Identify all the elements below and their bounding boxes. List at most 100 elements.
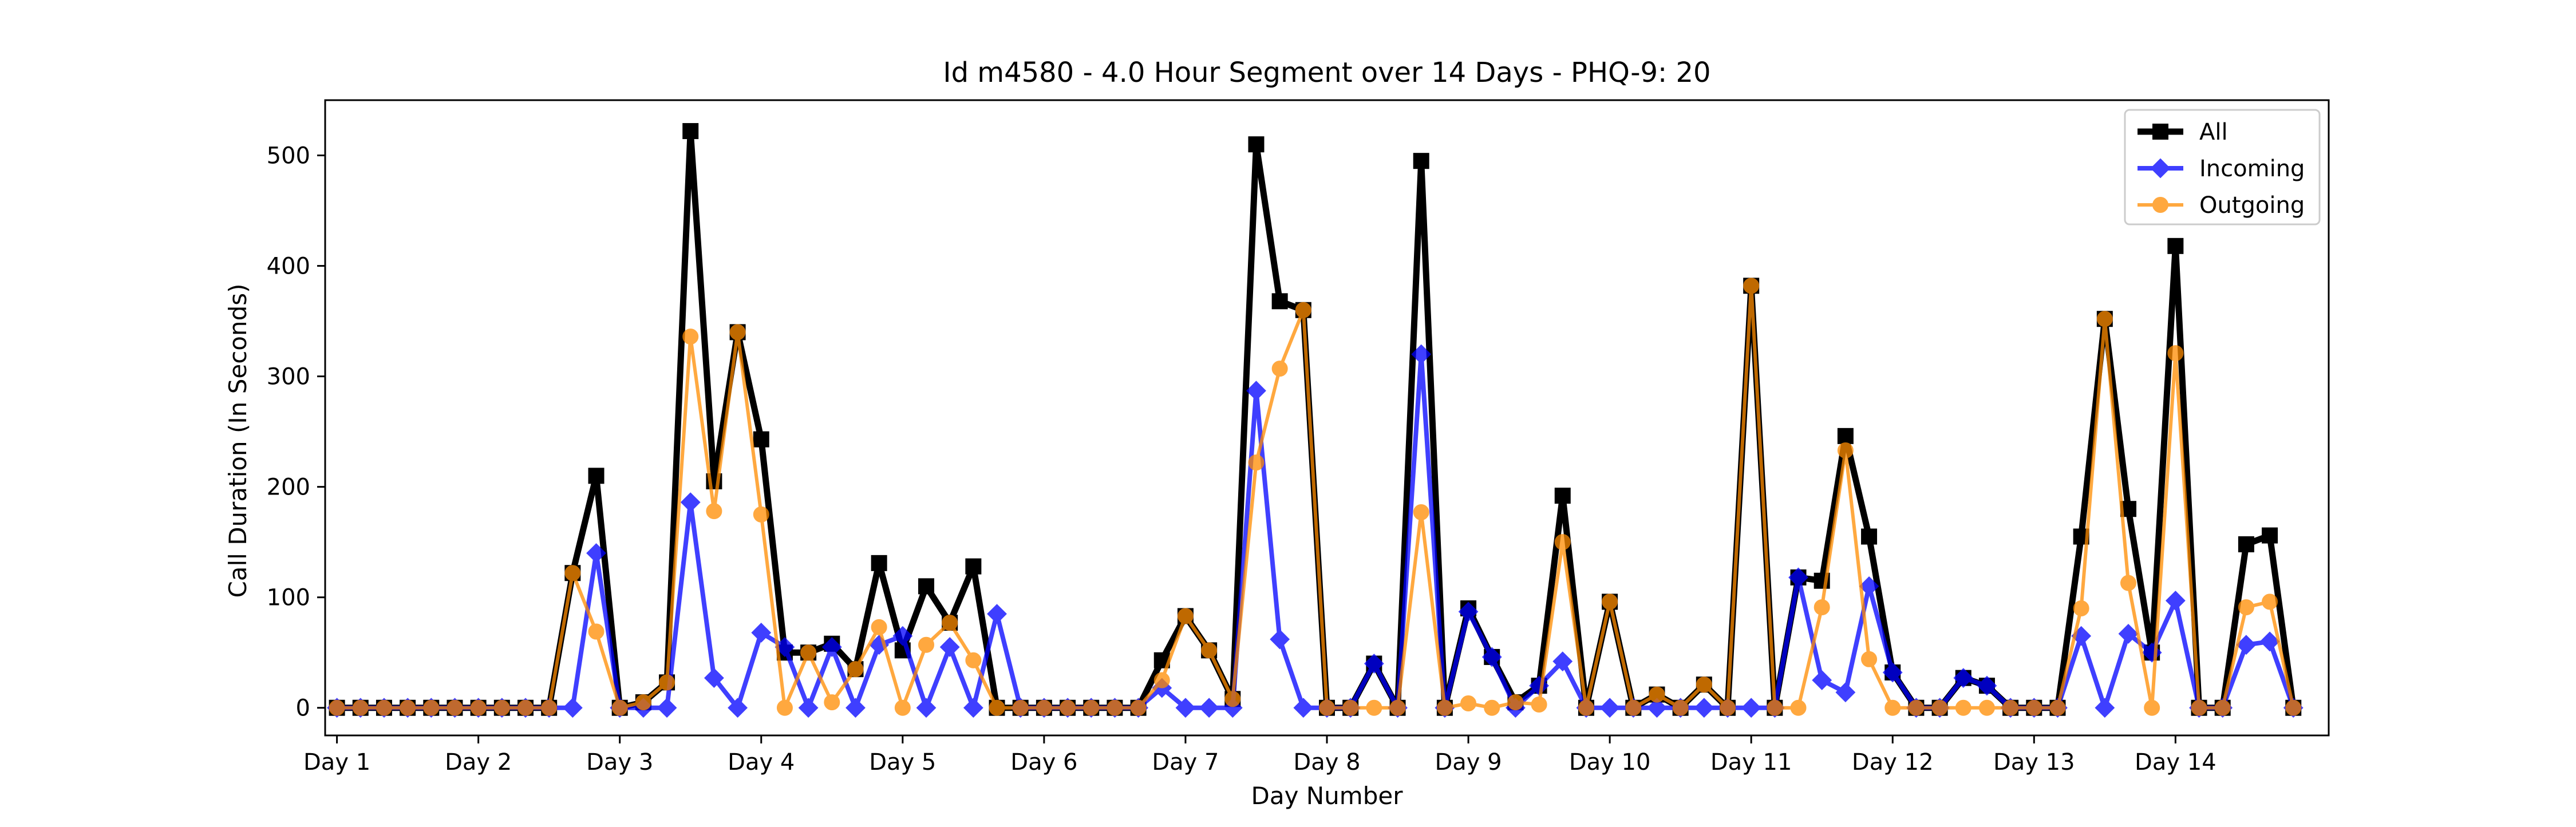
data-point-all <box>2262 527 2278 544</box>
data-point-outgoing <box>2285 699 2302 716</box>
data-point-incoming <box>1647 698 1667 718</box>
data-point-incoming <box>1175 698 1196 718</box>
x-tick-label: Day 13 <box>1993 749 2075 775</box>
data-point-outgoing <box>1696 676 1712 693</box>
data-point-outgoing <box>1484 699 1500 716</box>
data-point-outgoing <box>1507 694 1524 711</box>
data-point-incoming <box>1599 698 1620 718</box>
data-point-outgoing <box>1861 651 1878 667</box>
data-point-outgoing <box>1931 699 1948 716</box>
data-point-outgoing <box>400 699 416 716</box>
x-tick-label: Day 7 <box>1152 749 1219 775</box>
data-point-outgoing <box>1578 699 1594 716</box>
data-point-outgoing <box>989 699 1005 716</box>
data-point-outgoing <box>965 652 982 668</box>
x-axis-label: Day Number <box>1251 782 1403 810</box>
data-point-incoming <box>1977 675 1997 696</box>
data-point-all <box>871 555 887 571</box>
data-point-outgoing <box>635 694 651 711</box>
data-point-outgoing <box>1224 691 1241 707</box>
data-point-outgoing <box>1790 699 1807 716</box>
data-point-incoming <box>987 604 1007 624</box>
data-point-outgoing <box>1060 699 1076 716</box>
legend-marker-incoming <box>2150 158 2171 179</box>
plot-series <box>327 123 2304 718</box>
data-point-incoming <box>2095 698 2115 718</box>
legend-item-outgoing <box>2138 197 2183 213</box>
data-point-incoming <box>1270 629 1290 650</box>
data-point-outgoing <box>871 619 887 635</box>
data-point-all <box>1554 488 1571 504</box>
data-point-outgoing <box>1649 686 1665 703</box>
data-point-outgoing <box>1814 599 1830 616</box>
data-point-incoming <box>1364 654 1384 674</box>
data-point-outgoing <box>2191 699 2207 716</box>
chart-title: Id m4580 - 4.0 Hour Segment over 14 Days… <box>943 57 1710 89</box>
data-point-incoming <box>1741 698 1761 718</box>
data-point-outgoing <box>1130 699 1147 716</box>
y-tick-label: 300 <box>267 364 310 390</box>
data-point-all <box>682 123 699 140</box>
data-point-outgoing <box>1342 699 1359 716</box>
data-point-all <box>1837 428 1854 444</box>
data-point-incoming <box>1788 567 1808 588</box>
legend-label-outgoing: Outgoing <box>2199 192 2305 219</box>
data-point-all <box>1248 136 1265 153</box>
data-point-all <box>1413 153 1429 169</box>
data-point-outgoing <box>1201 642 1218 659</box>
data-point-all <box>1271 293 1288 310</box>
data-point-outgoing <box>894 699 911 716</box>
data-point-incoming <box>1199 698 1219 718</box>
legend-item-incoming <box>2138 158 2183 179</box>
x-tick-label: Day 2 <box>445 749 512 775</box>
data-point-outgoing <box>447 699 463 716</box>
data-point-outgoing <box>2096 311 2113 327</box>
data-point-outgoing <box>1625 699 1642 716</box>
data-point-all <box>588 468 605 484</box>
data-point-outgoing <box>1720 699 1736 716</box>
data-point-outgoing <box>776 699 793 716</box>
data-point-outgoing <box>847 661 864 678</box>
data-point-outgoing <box>1083 699 1100 716</box>
data-point-outgoing <box>588 623 605 640</box>
data-point-outgoing <box>2026 699 2042 716</box>
data-point-outgoing <box>329 699 345 716</box>
x-tick-label: Day 10 <box>1569 749 1651 775</box>
y-tick-label: 400 <box>267 254 310 280</box>
data-point-incoming <box>2118 623 2139 644</box>
data-point-outgoing <box>1366 699 1382 716</box>
x-tick-label: Day 1 <box>303 749 370 775</box>
data-point-outgoing <box>1672 699 1689 716</box>
legend-box <box>2124 109 2321 225</box>
data-point-all <box>918 578 934 595</box>
data-point-outgoing <box>2262 593 2278 610</box>
data-point-incoming <box>846 698 866 718</box>
data-point-outgoing <box>2167 345 2184 362</box>
legend: All Incoming Outgoing <box>2124 109 2321 225</box>
data-point-outgoing <box>706 503 722 520</box>
x-tick-label: Day 4 <box>728 749 795 775</box>
data-point-incoming <box>963 698 983 718</box>
data-point-outgoing <box>541 699 558 716</box>
data-point-incoming <box>916 698 937 718</box>
data-point-incoming <box>2165 591 2186 611</box>
data-point-incoming <box>1552 651 1573 672</box>
data-point-outgoing <box>1460 695 1477 712</box>
data-point-outgoing <box>2120 575 2136 591</box>
data-point-incoming <box>1293 698 1314 718</box>
data-point-incoming <box>2236 635 2257 655</box>
x-tick-label: Day 11 <box>1710 749 1792 775</box>
data-point-outgoing <box>729 324 746 341</box>
data-point-outgoing <box>659 674 675 691</box>
data-point-outgoing <box>1978 699 1995 716</box>
y-axis-label: Call Duration (In Seconds) <box>224 283 252 598</box>
data-point-outgoing <box>2238 599 2254 616</box>
y-tick-label: 100 <box>267 585 310 611</box>
data-point-outgoing <box>1248 454 1265 471</box>
data-point-outgoing <box>1837 442 1854 458</box>
data-point-outgoing <box>918 636 934 653</box>
data-point-outgoing <box>1767 699 1783 716</box>
data-point-outgoing <box>1153 672 1170 688</box>
